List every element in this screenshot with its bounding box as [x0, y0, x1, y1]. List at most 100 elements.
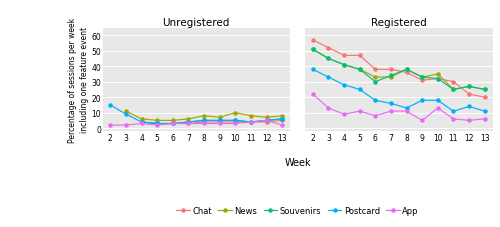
Souvenirs	[186, 121, 192, 124]
Postcard	[404, 107, 409, 110]
App	[123, 124, 129, 127]
Chat	[170, 123, 176, 125]
Souvenirs	[170, 123, 176, 125]
App	[232, 123, 238, 125]
Postcard	[216, 119, 222, 122]
Souvenirs	[326, 58, 332, 61]
News	[326, 58, 332, 61]
App	[341, 113, 347, 116]
Souvenirs	[482, 89, 488, 91]
Chat	[138, 121, 144, 124]
Line: Chat: Chat	[140, 119, 284, 126]
Line: App: App	[312, 93, 486, 122]
Postcard	[388, 103, 394, 105]
Postcard	[310, 69, 316, 71]
Line: News: News	[312, 48, 486, 91]
Title: Unregistered: Unregistered	[162, 18, 230, 28]
Souvenirs	[341, 64, 347, 67]
Souvenirs	[248, 121, 254, 124]
Chat	[201, 121, 207, 124]
News	[482, 89, 488, 91]
App	[388, 110, 394, 113]
App	[404, 110, 409, 113]
Chat	[186, 123, 192, 125]
Chat	[154, 123, 160, 125]
Postcard	[466, 106, 472, 108]
Postcard	[482, 110, 488, 113]
Text: Week: Week	[284, 157, 311, 167]
Chat	[264, 121, 270, 124]
App	[419, 119, 425, 122]
Postcard	[264, 119, 270, 122]
Chat	[310, 39, 316, 42]
Souvenirs	[154, 123, 160, 125]
News	[341, 64, 347, 67]
Chat	[326, 47, 332, 50]
Postcard	[186, 121, 192, 124]
Postcard	[138, 121, 144, 124]
News	[201, 115, 207, 118]
News	[404, 69, 409, 71]
Chat	[482, 96, 488, 99]
Postcard	[170, 123, 176, 125]
Souvenirs	[216, 119, 222, 122]
News	[154, 119, 160, 122]
Postcard	[435, 99, 441, 102]
App	[450, 118, 456, 121]
App	[356, 110, 362, 113]
App	[466, 119, 472, 122]
Souvenirs	[310, 49, 316, 51]
App	[186, 123, 192, 125]
Chat	[388, 69, 394, 71]
Postcard	[248, 121, 254, 124]
App	[170, 123, 176, 125]
Postcard	[419, 99, 425, 102]
Chat	[466, 93, 472, 96]
Souvenirs	[232, 119, 238, 122]
Souvenirs	[466, 86, 472, 88]
Postcard	[123, 113, 129, 116]
Souvenirs	[356, 69, 362, 71]
News	[450, 89, 456, 91]
App	[310, 93, 316, 96]
News	[419, 76, 425, 79]
Chat	[435, 78, 441, 81]
Chat	[356, 55, 362, 57]
Line: App: App	[109, 119, 284, 127]
Souvenirs	[388, 75, 394, 78]
Postcard	[326, 76, 332, 79]
News	[264, 116, 270, 119]
Line: Postcard: Postcard	[109, 104, 284, 126]
Line: Souvenirs: Souvenirs	[312, 48, 486, 91]
Line: News: News	[124, 110, 284, 122]
App	[326, 107, 332, 110]
Chat	[450, 81, 456, 84]
Line: Souvenirs: Souvenirs	[140, 118, 284, 126]
News	[123, 110, 129, 113]
App	[108, 124, 114, 127]
Postcard	[108, 104, 114, 107]
Chat	[216, 121, 222, 124]
Souvenirs	[138, 121, 144, 124]
Souvenirs	[450, 89, 456, 91]
News	[372, 76, 378, 79]
Postcard	[356, 89, 362, 91]
App	[264, 119, 270, 122]
Line: Chat: Chat	[312, 39, 486, 99]
Line: Postcard: Postcard	[312, 69, 486, 113]
Postcard	[279, 118, 285, 121]
News	[170, 119, 176, 122]
Souvenirs	[201, 119, 207, 122]
Souvenirs	[279, 118, 285, 121]
Postcard	[450, 110, 456, 113]
Chat	[419, 79, 425, 82]
App	[435, 107, 441, 110]
Postcard	[232, 119, 238, 122]
News	[356, 69, 362, 71]
Chat	[341, 55, 347, 57]
Souvenirs	[419, 76, 425, 79]
App	[216, 123, 222, 125]
Legend: Chat, News, Souvenirs, Postcard, App: Chat, News, Souvenirs, Postcard, App	[173, 203, 422, 218]
News	[248, 115, 254, 118]
Souvenirs	[404, 69, 409, 71]
